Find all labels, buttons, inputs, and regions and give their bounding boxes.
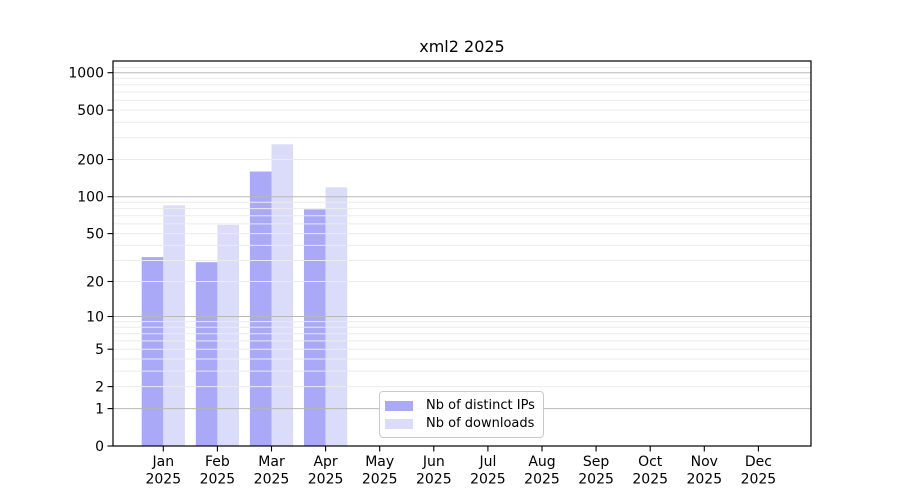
bar-distinct-ips-mar	[249, 171, 272, 446]
legend-swatch-downloads	[385, 419, 413, 429]
legend-swatch-distinct-ips	[385, 401, 413, 411]
bar-distinct-ips-jan	[141, 257, 164, 446]
legend-label-distinct-ips: Nb of distinct IPs	[426, 398, 535, 413]
x-tick-label-year-jul: 2025	[470, 472, 506, 488]
x-tick-label-year-jan: 2025	[145, 472, 181, 488]
x-tick-label-year-apr: 2025	[308, 472, 344, 488]
x-tick-label-year-feb: 2025	[200, 472, 236, 488]
minor-gridlines	[113, 67, 811, 388]
y-tick-label-100: 100	[77, 190, 104, 206]
x-tick-label-year-dec: 2025	[741, 472, 777, 488]
x-tick-label-month-aug: Aug	[528, 454, 555, 470]
bar-downloads-feb	[217, 224, 239, 446]
x-tick-label-year-jun: 2025	[416, 472, 452, 488]
chart-title: xml2 2025	[419, 37, 504, 56]
y-tick-label-1: 1	[95, 401, 104, 417]
y-tick-label-10: 10	[86, 309, 104, 325]
x-tick-label-month-dec: Dec	[745, 454, 772, 470]
y-tick-label-2: 2	[95, 379, 104, 395]
x-tick-label-year-sep: 2025	[578, 472, 614, 488]
x-tick-label-month-sep: Sep	[583, 454, 610, 470]
x-tick-label-month-jun: Jun	[422, 454, 445, 470]
y-tick-label-1000: 1000	[68, 66, 104, 82]
bar-downloads-jan	[163, 205, 185, 446]
y-tick-label-200: 200	[77, 152, 104, 168]
bar-downloads-mar	[271, 144, 294, 447]
y-tick-label-50: 50	[86, 226, 104, 242]
legend-label-downloads: Nb of downloads	[426, 416, 535, 431]
y-tick-label-0: 0	[95, 439, 104, 455]
x-tick-label-month-jan: Jan	[152, 454, 175, 470]
y-tick-label-20: 20	[86, 274, 104, 290]
x-tick-label-year-aug: 2025	[524, 472, 560, 488]
x-tick-label-month-nov: Nov	[691, 454, 718, 470]
bar-distinct-ips-feb	[195, 262, 218, 446]
x-axis: Jan 2025 Feb 2025 Mar 2025 Apr 2025 May 2025 Jun 20…	[145, 446, 776, 488]
x-tick-label-month-mar: Mar	[258, 454, 285, 470]
x-tick-label-year-mar: 2025	[254, 472, 290, 488]
x-tick-label-year-may: 2025	[362, 472, 398, 488]
x-tick-label-month-jul: Jul	[478, 454, 496, 470]
y-tick-label-5: 5	[95, 342, 104, 358]
major-gridlines	[113, 72, 811, 410]
x-tick-label-month-feb: Feb	[205, 454, 230, 470]
legend: Nb of distinct IPs Nb of downloads	[379, 391, 544, 438]
x-tick-label-month-oct: Oct	[638, 454, 663, 470]
x-tick-label-year-nov: 2025	[686, 472, 722, 488]
plot-border	[112, 60, 812, 447]
bars	[141, 144, 348, 447]
legend-item-distinct-ips: Nb of distinct IPs	[385, 397, 537, 415]
x-tick-label-month-apr: Apr	[313, 454, 337, 470]
y-tick-label-500: 500	[77, 103, 104, 119]
legend-item-downloads: Nb of downloads	[385, 415, 537, 433]
x-tick-label-year-oct: 2025	[632, 472, 668, 488]
x-tick-label-month-may: May	[365, 454, 394, 470]
